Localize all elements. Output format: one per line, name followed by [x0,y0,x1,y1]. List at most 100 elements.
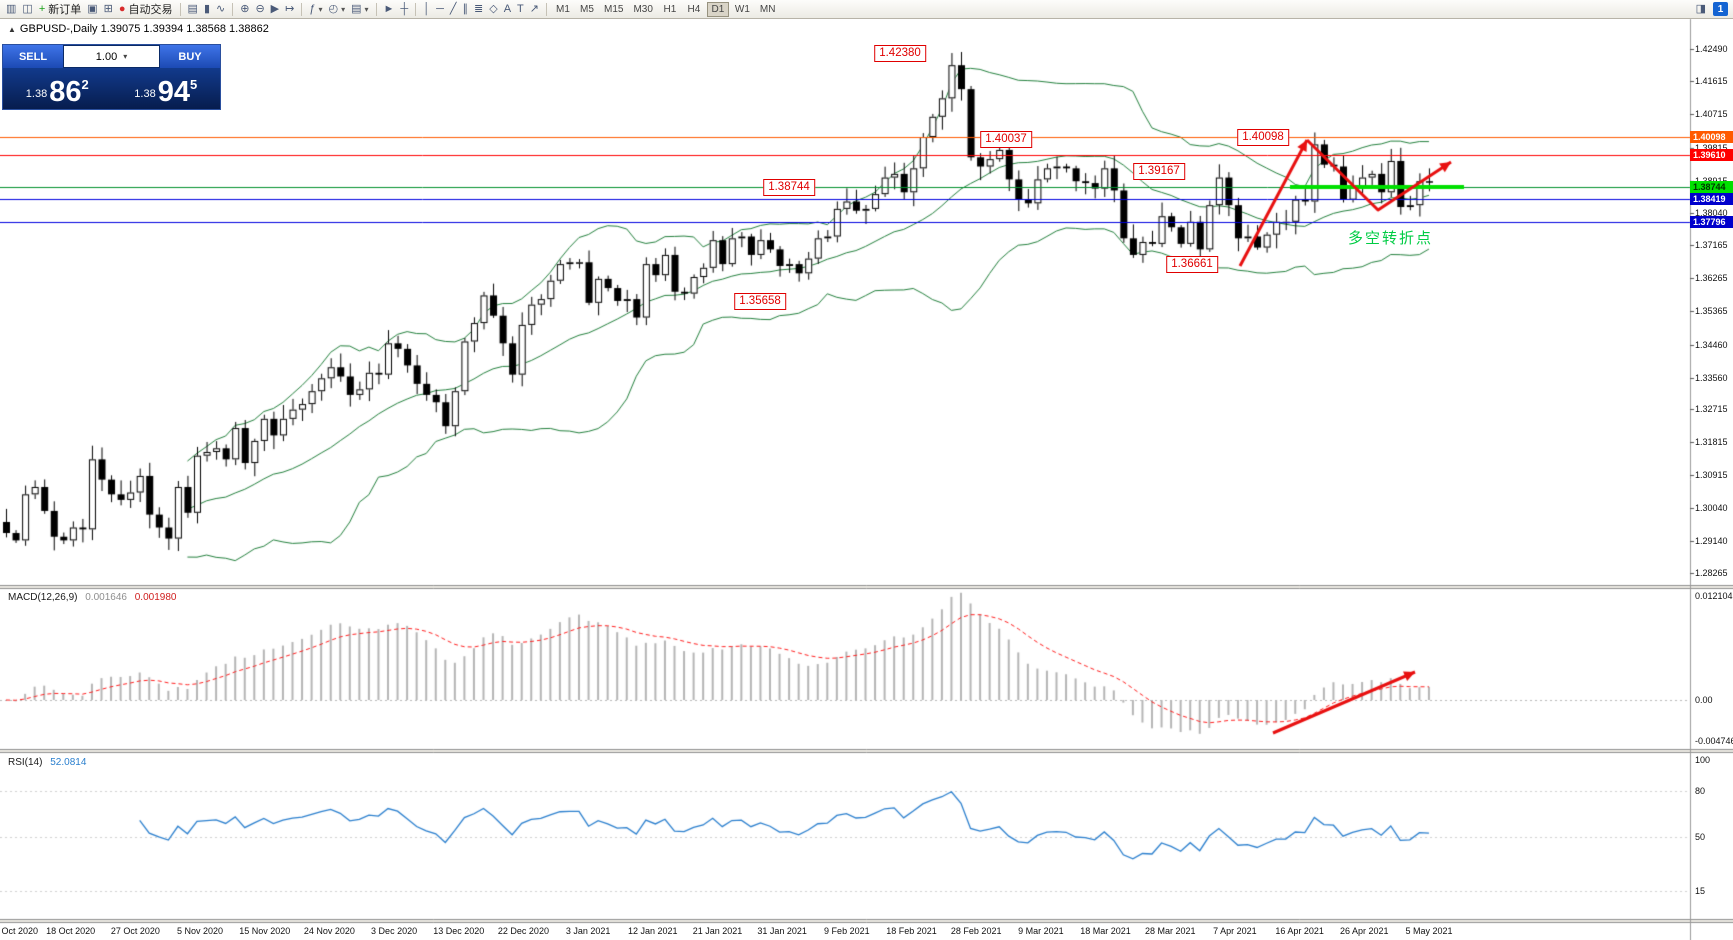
candlestick-chart-icon: ▮ [203,2,210,15]
buy-price-display[interactable]: 1.38 94 5 [112,68,221,109]
tf-w1-button[interactable]: W1 [731,2,754,17]
toolbar-separator [546,2,547,16]
new-order-button[interactable]: + 新订单 [36,1,84,18]
docking-button[interactable]: ◨ [1693,1,1709,18]
chart-windows-button[interactable]: ▣ [84,1,100,18]
price-label[interactable]: 1.40037 [980,131,1032,149]
shapes-button[interactable]: ◇ [486,1,500,18]
volume-dropdown-icon[interactable]: ▾ [123,52,128,61]
price-axis-marker: 1.37796 [1690,215,1733,228]
zoom-in-button[interactable]: ⊕ [237,1,252,18]
date-axis-tick: 3 Dec 2020 [371,926,418,936]
date-axis-tick: 28 Mar 2021 [1144,926,1196,936]
crosshair-button[interactable]: ┼ [397,1,411,18]
tf-mn-button[interactable]: MN [756,2,780,17]
date-axis-tick: 12 Jan 2021 [628,926,678,936]
price-label[interactable]: 1.38744 [763,178,815,196]
price-axis-tick: 1.39815 [1695,142,1728,153]
text-button[interactable]: A [501,1,514,18]
bar-chart-button[interactable]: ▤ [185,1,201,18]
auto-scroll-button[interactable]: ▶ [268,1,282,18]
fibonacci-button[interactable]: ≣ [471,1,486,18]
date-axis-tick: 18 Mar 2021 [1080,926,1131,936]
tile-windows-button[interactable]: ⊞ [101,1,116,18]
date-axis-tick: 18 Oct 2020 [46,926,96,936]
buy-price-small: 1.38 [134,88,156,100]
auto-trading-label: 自动交易 [128,4,173,16]
indicators-icon: ƒ [309,2,316,15]
templates-button[interactable]: ▤ ▾ [348,1,371,18]
tf-m30-button[interactable]: M30 [629,2,656,17]
volume-value: 1.00 [95,50,118,63]
sell-button[interactable]: SELL [3,45,63,68]
collapse-trade-panel-icon[interactable]: ▲ [8,25,16,34]
price-axis-tick: 1.38915 [1695,176,1728,186]
docking-icon: ◨ [1695,2,1706,15]
text-label-button[interactable]: T [514,1,527,18]
date-axis-tick: 5 Nov 2020 [177,926,224,936]
arrows-icon: ↗ [529,2,539,15]
rsi-axis-tick: 80 [1695,785,1706,796]
buy-price-sup: 5 [189,77,198,92]
candlestick-chart-button[interactable]: ▮ [201,1,213,18]
macd-axis-tick: 0.00 [1695,695,1713,705]
tf-h1-button[interactable]: H1 [659,2,681,17]
price-label[interactable]: 1.40098 [1237,129,1289,147]
tf-h4-button[interactable]: H4 [683,2,705,17]
zoom-out-icon: ⊖ [255,2,265,15]
date-axis-tick: 8 Oct 2020 [0,926,39,936]
horizontal-line-icon: ─ [436,2,444,15]
date-axis-tick: 28 Feb 2021 [950,926,1002,936]
templates-icon: ▤ [351,2,362,15]
new-chart-button[interactable]: ▥ [3,1,19,18]
date-axis-tick: 27 Oct 2020 [110,926,160,936]
periods-icon: ◴ [328,2,339,15]
trendline-button[interactable]: ╱ [447,1,460,18]
trade-panel-controls: SELL 1.00 ▾ BUY [3,45,220,68]
buy-button[interactable]: BUY [160,45,220,68]
fibonacci-icon: ≣ [474,2,484,15]
date-axis-tick: 26 Apr 2021 [1339,926,1389,936]
templates-dropdown-icon: ▾ [364,4,369,14]
periods-dropdown-icon: ▾ [341,4,346,14]
price-label[interactable]: 1.39167 [1133,163,1185,181]
date-axis-tick: 15 Nov 2020 [239,926,291,936]
line-chart-button[interactable]: ∿ [213,1,228,18]
date-axis-tick: 13 Dec 2020 [433,926,485,936]
tf-m5-button[interactable]: M5 [576,2,598,17]
chart-shift-button[interactable]: ↦ [282,1,297,18]
horizontal-line-button[interactable]: ─ [433,1,447,18]
price-label[interactable]: 1.36661 [1166,255,1218,273]
rsi-axis-tick: 50 [1695,832,1706,842]
notification-badge[interactable]: 1 [1713,2,1728,16]
auto-scroll-icon: ▶ [270,2,280,15]
auto-trading-button[interactable]: ● 自动交易 [116,1,176,18]
toolbar-separator [179,2,181,16]
price-label[interactable]: 1.35658 [734,292,786,310]
price-axis-marker: 1.38419 [1690,192,1733,205]
turning-point-annotation[interactable]: 多空转折点 [1348,230,1434,247]
sell-price-display[interactable]: 1.38 86 2 [3,68,112,109]
tf-m15-button[interactable]: M15 [600,2,627,17]
price-axis-tick: 1.37165 [1695,240,1728,251]
zoom-out-button[interactable]: ⊖ [252,1,267,18]
cursor-button[interactable]: ► [381,1,398,18]
channel-button[interactable]: ∥ [460,1,472,18]
vertical-line-icon: │ [423,2,431,15]
date-axis-tick: 7 Apr 2021 [1213,926,1257,936]
price-label[interactable]: 1.42380 [874,45,926,63]
indicators-button[interactable]: ƒ ▾ [306,1,325,18]
vertical-line-button[interactable]: │ [420,1,433,18]
profiles-button[interactable]: ◫ [19,1,35,18]
arrows-button[interactable]: ↗ [527,1,542,18]
tf-m1-button[interactable]: M1 [552,2,574,17]
new-order-label: 新订单 [48,4,82,16]
volume-input[interactable]: 1.00 ▾ [64,46,159,67]
sell-price-big: 86 [49,76,82,109]
rsi-name: RSI(14) [8,757,43,768]
periods-button[interactable]: ◴ ▾ [325,1,348,18]
tf-d1-button[interactable]: D1 [706,1,729,17]
